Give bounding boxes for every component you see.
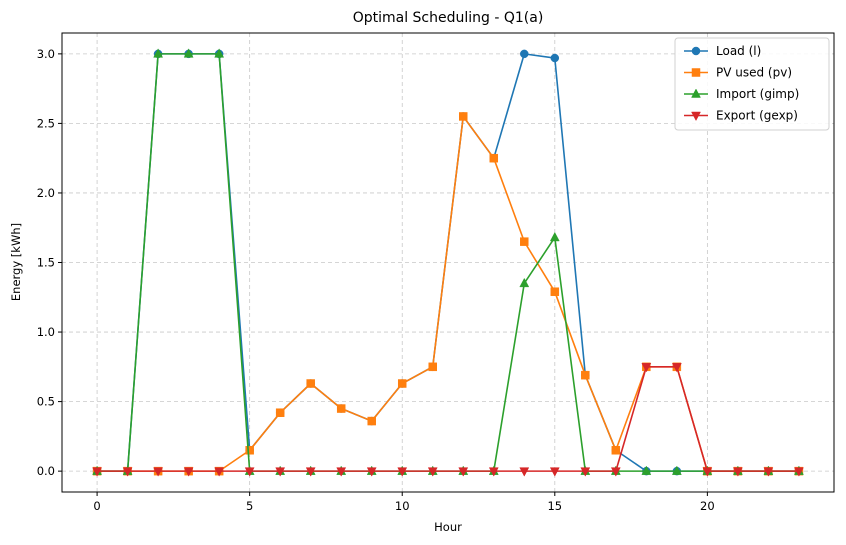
y-tick-label: 0.0 <box>37 464 55 478</box>
data-point <box>305 467 316 477</box>
data-point <box>275 408 285 417</box>
data-point <box>459 112 468 121</box>
data-point <box>763 467 774 477</box>
data-point <box>183 467 194 477</box>
x-tick-label: 20 <box>700 499 715 513</box>
data-point <box>549 467 560 477</box>
data-point <box>611 446 621 455</box>
legend: Load (l) PV used (pv) Import (gimp) Export … <box>674 37 830 131</box>
data-point <box>549 231 560 242</box>
data-point <box>122 467 133 477</box>
axis-ticks: 0 5 10 15 20 0.0 0.5 1.0 1.5 2.0 2.5 3.0 <box>37 47 715 513</box>
data-point <box>244 467 255 477</box>
x-tick-label: 15 <box>547 499 562 513</box>
data-point <box>427 467 438 477</box>
legend-label: PV used (pv) <box>716 66 792 80</box>
data-point <box>245 446 254 455</box>
legend-item: Import (gimp) <box>684 87 799 101</box>
legend-item: PV used (pv) <box>684 66 792 80</box>
data-point <box>336 404 346 413</box>
series-3 <box>92 363 804 477</box>
data-point <box>519 467 530 477</box>
series-group <box>92 48 804 477</box>
data-point <box>458 467 469 477</box>
data-point <box>366 467 377 477</box>
data-point <box>641 363 652 373</box>
y-tick-label: 3.0 <box>37 47 55 61</box>
legend-box <box>674 37 830 131</box>
x-tick-label: 5 <box>246 499 253 513</box>
data-point <box>671 465 682 475</box>
data-point <box>610 467 621 477</box>
legend-marker <box>691 68 701 77</box>
data-point <box>520 49 529 59</box>
x-tick-label: 10 <box>395 499 410 513</box>
x-tick-label: 0 <box>93 499 100 513</box>
series-line <box>97 115 799 472</box>
legend-label: Import (gimp) <box>716 87 799 101</box>
data-point <box>520 237 529 246</box>
data-point <box>581 370 590 380</box>
data-point <box>641 465 652 475</box>
data-point <box>306 379 315 388</box>
y-axis-label: Energy [kWh] <box>9 223 23 301</box>
series-line <box>97 366 799 472</box>
y-tick-label: 2.0 <box>37 186 55 200</box>
legend-marker <box>691 46 701 56</box>
legend-marker <box>691 111 701 122</box>
data-point <box>489 153 499 163</box>
legend-label: Export (gexp) <box>716 109 798 123</box>
data-point <box>550 53 560 63</box>
legend-item: Load (l) <box>684 44 761 58</box>
data-point <box>671 363 682 373</box>
chart-title: Optimal Scheduling - Q1(a) <box>353 10 544 26</box>
data-point <box>214 48 225 58</box>
data-point <box>92 467 103 477</box>
data-point <box>732 467 743 477</box>
x-axis-label: Hour <box>434 520 462 534</box>
legend-label: Load (l) <box>716 44 761 58</box>
data-point <box>550 287 560 296</box>
y-tick-label: 1.0 <box>37 325 55 339</box>
data-point <box>367 416 376 426</box>
legend-item: Export (gexp) <box>684 109 798 123</box>
data-point <box>519 277 530 288</box>
y-tick-label: 0.5 <box>37 395 55 409</box>
data-point <box>275 467 286 477</box>
data-point <box>397 379 407 388</box>
data-point <box>153 467 164 477</box>
data-point <box>336 467 347 477</box>
data-point <box>153 48 164 58</box>
data-point <box>793 467 804 477</box>
data-point <box>428 362 437 372</box>
data-point <box>580 467 591 477</box>
legend-marker <box>691 88 701 98</box>
data-point <box>488 467 499 477</box>
y-tick-label: 1.5 <box>37 256 55 270</box>
data-point <box>214 467 225 477</box>
data-point <box>183 48 194 58</box>
y-tick-label: 2.5 <box>37 116 55 130</box>
data-point <box>702 467 713 477</box>
data-point <box>397 467 408 477</box>
series-1 <box>92 112 804 476</box>
